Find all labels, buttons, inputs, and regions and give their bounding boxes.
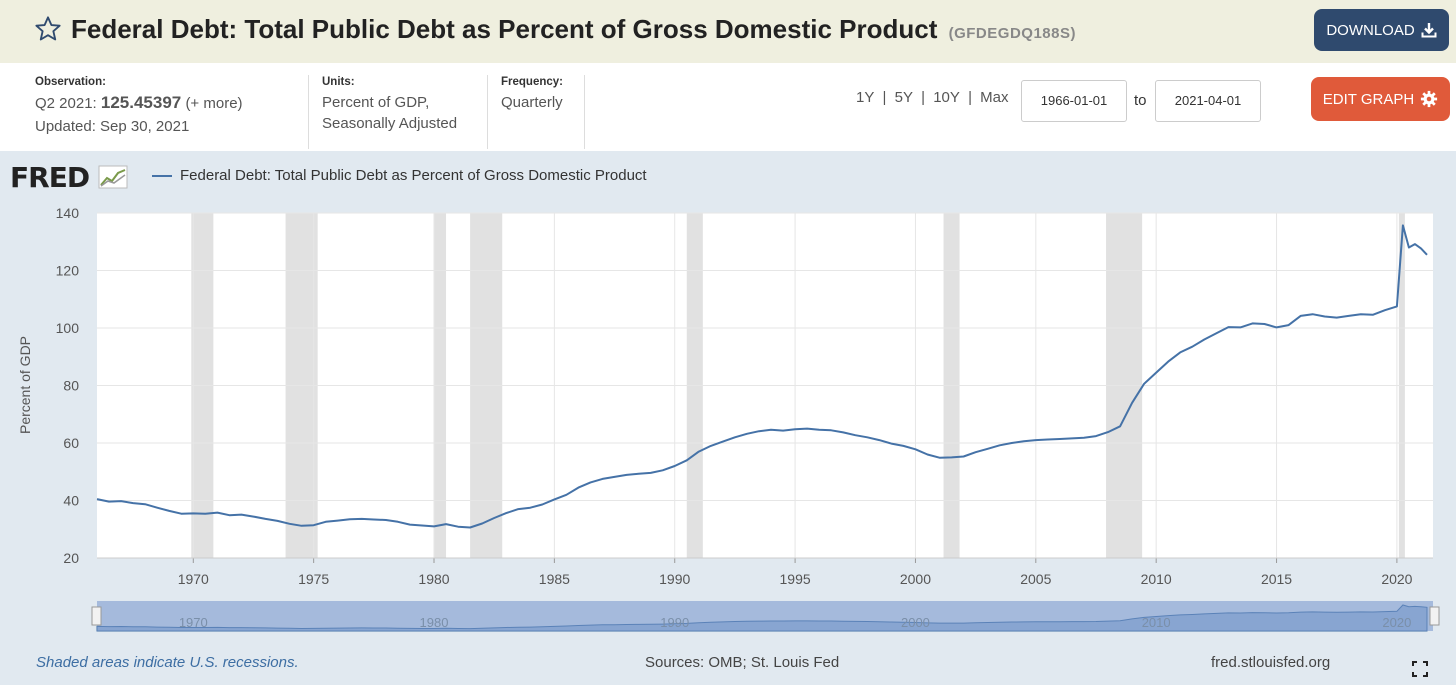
y-tick-label: 60 [63,435,79,451]
navigator-right-handle[interactable] [1429,606,1440,626]
units-line1: Percent of GDP, [322,94,430,111]
navigator-left-handle[interactable] [91,606,102,626]
y-axis-label: Percent of GDP [17,336,33,434]
fullscreen-icon[interactable] [1412,661,1428,677]
navigator-label: 1990 [660,615,689,630]
frequency-value: Quarterly [501,94,563,111]
range-5y-button[interactable]: 5Y [894,89,913,106]
series-id: (GFDEGDQ188S) [948,25,1076,42]
fred-logo: FRED [10,161,128,194]
frequency-block: Frequency: Quarterly [501,74,581,113]
tick-layer: 20 40 60 80 100 120 140 1970 1975 1980 1985 1990 199… [56,205,1433,587]
units-block: Units: Percent of GDP, Seasonally Adjust… [322,74,482,134]
navigator-label: 2000 [901,615,930,630]
x-tick-label: 1980 [418,571,449,587]
download-icon [1421,23,1437,38]
x-tick-label: 1975 [298,571,329,587]
observation-block: Observation: Q2 2021: 125.45397 (+ more)… [35,74,305,137]
y-tick-label: 80 [63,378,79,394]
gear-icon [1421,90,1438,108]
edit-graph-label: EDIT GRAPH [1322,90,1415,108]
legend-label: Federal Debt: Total Public Debt as Perce… [180,167,647,184]
x-tick-label: 2020 [1381,571,1412,587]
observation-line: Q2 2021: 125.45397 (+ more) [35,92,305,114]
navigator-labels: 1970 1980 1990 2000 2010 2020 [179,615,1412,630]
title-bar: Federal Debt: Total Public Debt as Perce… [0,0,1456,63]
site-url[interactable]: fred.stlouisfed.org [1211,654,1331,671]
y-tick-label: 120 [56,263,80,279]
range-max-button[interactable]: Max [980,89,1009,106]
navigator-label: 1970 [179,615,208,630]
navigator-label: 2020 [1382,615,1411,630]
x-tick-label: 1995 [780,571,811,587]
navigator-label: 2010 [1142,615,1171,630]
divider [487,75,488,149]
observation-value: 125.45397 [100,93,182,112]
recession-note: Shaded areas indicate U.S. recessions. [36,654,299,671]
download-button[interactable]: DOWNLOAD [1314,9,1449,51]
divider [308,75,309,149]
x-tick-label: 1985 [539,571,570,587]
navigator-selection[interactable] [97,601,1433,631]
y-tick-label: 100 [56,320,80,336]
more-link[interactable]: (+ more) [185,95,243,112]
sources-text: Sources: OMB; St. Louis Fed [645,654,840,671]
trend-icon [98,165,128,189]
x-tick-label: 2000 [900,571,931,587]
legend-swatch [152,174,172,177]
chart-legend: Federal Debt: Total Public Debt as Perce… [152,167,647,184]
x-tick-label: 2010 [1141,571,1172,587]
series-title: Federal Debt: Total Public Debt as Perce… [71,14,938,44]
divider [584,75,585,149]
range-separator: | [968,89,972,106]
end-date-input[interactable]: 2021-04-01 [1155,80,1261,122]
x-tick-label: 1970 [178,571,209,587]
range-1y-button[interactable]: 1Y [856,89,875,106]
series-line [96,224,1428,529]
to-label: to [1134,92,1147,109]
range-separator: | [882,89,887,106]
units-label: Units: [322,76,355,88]
observation-period: Q2 2021: [35,95,97,112]
x-tick-label: 2005 [1020,571,1051,587]
start-date-input[interactable]: 1966-01-01 [1021,80,1127,122]
fred-logo-text: FRED [10,161,90,194]
range-selector: 1Y | 5Y | 10Y | Max [854,89,1011,106]
edit-graph-button[interactable]: EDIT GRAPH [1311,77,1450,121]
y-tick-label: 20 [63,550,79,566]
frequency-label: Frequency: [501,76,563,88]
range-10y-button[interactable]: 10Y [933,89,960,106]
star-icon[interactable] [34,15,62,43]
units-line2: Seasonally Adjusted [322,115,458,132]
y-tick-label: 140 [56,205,80,221]
download-label: DOWNLOAD [1326,21,1415,39]
y-tick-label: 40 [63,493,79,509]
x-tick-label: 2015 [1261,571,1292,587]
updated-date: Updated: Sep 30, 2021 [35,118,190,135]
x-tick-label: 1990 [659,571,690,587]
range-separator: | [921,89,926,106]
navigator-label: 1980 [420,615,449,630]
observation-label: Observation: [35,76,106,88]
page-title: Federal Debt: Total Public Debt as Perce… [71,14,1076,45]
